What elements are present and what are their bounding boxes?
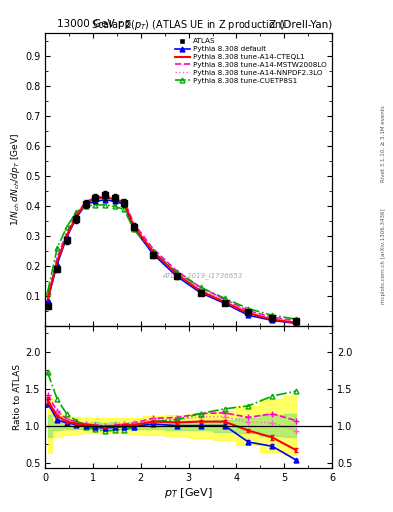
Text: mcplots.cern.ch [arXiv:1306.3436]: mcplots.cern.ch [arXiv:1306.3436] — [381, 208, 386, 304]
Y-axis label: Ratio to ATLAS: Ratio to ATLAS — [13, 364, 22, 430]
X-axis label: $p_T$ [GeV]: $p_T$ [GeV] — [164, 486, 213, 500]
Y-axis label: $1/N_{ch}\,dN_{ch}/dp_T$ [GeV]: $1/N_{ch}\,dN_{ch}/dp_T$ [GeV] — [9, 133, 22, 226]
Text: ATLAS_2019_I1736653: ATLAS_2019_I1736653 — [163, 273, 243, 280]
Text: Z (Drell-Yan): Z (Drell-Yan) — [269, 19, 332, 30]
Text: Rivet 3.1.10, ≥ 3.1M events: Rivet 3.1.10, ≥ 3.1M events — [381, 105, 386, 182]
Legend: ATLAS, Pythia 8.308 default, Pythia 8.308 tune-A14-CTEQL1, Pythia 8.308 tune-A14: ATLAS, Pythia 8.308 default, Pythia 8.30… — [172, 35, 330, 87]
Title: Scalar $\Sigma(p_T)$ (ATLAS UE in Z production): Scalar $\Sigma(p_T)$ (ATLAS UE in Z prod… — [92, 18, 286, 32]
Text: 13000 GeV pp: 13000 GeV pp — [57, 19, 131, 30]
